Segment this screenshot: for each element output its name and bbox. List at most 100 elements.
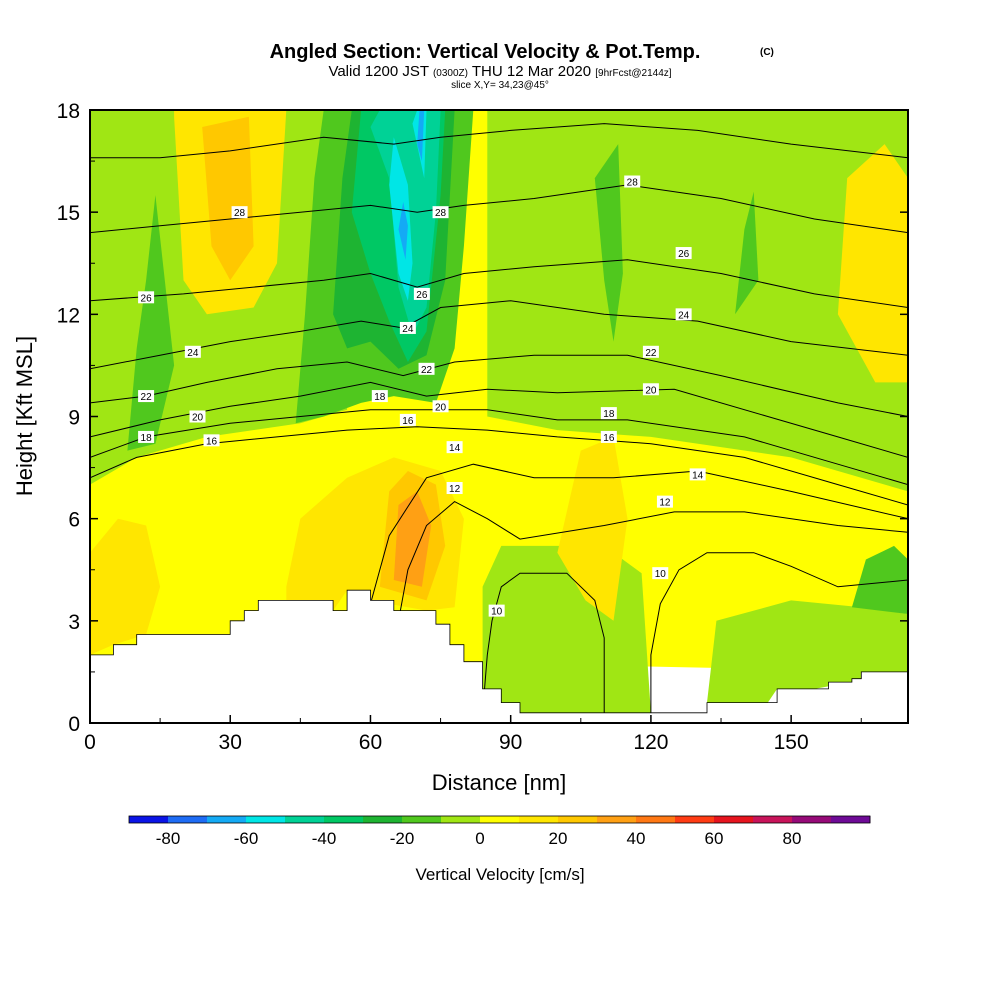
contour-label-text: 12 bbox=[659, 498, 671, 509]
velocity-region bbox=[417, 110, 425, 162]
velocity-region bbox=[837, 144, 908, 383]
vertical-velocity-shading bbox=[90, 110, 908, 713]
contour-label: 18 bbox=[600, 407, 617, 420]
colorbar-swatch bbox=[129, 816, 169, 823]
contour-label: 28 bbox=[231, 206, 248, 219]
terrain-fill bbox=[90, 589, 908, 723]
contour-label-text: 18 bbox=[141, 433, 153, 444]
contour-label-text: 24 bbox=[187, 348, 199, 359]
velocity-region bbox=[594, 144, 623, 342]
x-tick-label: 90 bbox=[499, 731, 522, 754]
theta-contour-26 bbox=[90, 259, 908, 308]
contour-label-text: 10 bbox=[655, 569, 667, 580]
valid-time-utc: (0300Z) bbox=[433, 68, 468, 79]
contour-label-text: 28 bbox=[234, 208, 246, 219]
velocity-region bbox=[851, 545, 908, 614]
contour-label-text: 16 bbox=[206, 436, 218, 447]
contour-label-text: 20 bbox=[192, 413, 204, 424]
contour-label-text: 14 bbox=[449, 443, 461, 454]
potential-temperature-contours bbox=[90, 123, 908, 713]
y-tick-label: 18 bbox=[57, 100, 80, 123]
y-axis-label: Height [Kft MSL] bbox=[12, 336, 37, 496]
contour-label-text: 26 bbox=[416, 290, 428, 301]
x-tick-label: 0 bbox=[84, 731, 96, 754]
contour-label: 10 bbox=[652, 567, 669, 580]
contour-label: 24 bbox=[184, 345, 201, 359]
colorbar-swatch bbox=[831, 816, 871, 823]
contour-label: 18 bbox=[138, 430, 155, 444]
colorbar-swatch bbox=[480, 816, 520, 823]
velocity-region bbox=[90, 518, 161, 655]
colorbar-frame bbox=[128, 815, 871, 824]
chart-subtitle: Valid 1200 JST (0300Z) THU 12 Mar 2020 [… bbox=[328, 63, 671, 80]
valid-date: THU 12 Mar 2020 bbox=[472, 63, 591, 80]
x-tick-label: 150 bbox=[774, 731, 809, 754]
theta-contour-18 bbox=[90, 409, 908, 486]
x-tick-label: 120 bbox=[633, 731, 668, 754]
x-tick-label: 30 bbox=[219, 731, 242, 754]
contour-label: 14 bbox=[446, 441, 463, 454]
contour-label: 26 bbox=[413, 287, 430, 301]
forecast-info: [9hrFcst@2144z] bbox=[595, 68, 672, 79]
velocity-region bbox=[393, 491, 432, 587]
colorbar-tick-label: -80 bbox=[156, 829, 181, 848]
colorbar-swatch bbox=[675, 816, 715, 823]
colorbar: -80 -60 -40 -20 0 20 40 60 80 bbox=[128, 815, 871, 848]
contour-label: 24 bbox=[675, 308, 692, 321]
colorbar-tick-label: -40 bbox=[312, 829, 337, 848]
x-axis: 0 30 60 90 120 150 bbox=[84, 715, 862, 754]
colorbar-tick-label: 80 bbox=[783, 829, 802, 848]
colorbar-swatch bbox=[246, 816, 286, 823]
colorbar-swatch bbox=[714, 816, 754, 823]
contour-label: 26 bbox=[675, 247, 692, 260]
contour-label-text: 12 bbox=[449, 484, 461, 495]
contour-label: 22 bbox=[418, 362, 435, 376]
colorbar-swatch bbox=[402, 816, 442, 823]
contour-label-text: 22 bbox=[141, 392, 153, 403]
contour-label-text: 18 bbox=[374, 392, 386, 403]
contour-label-text: 18 bbox=[603, 409, 615, 420]
chart-title: Angled Section: Vertical Velocity & Pot.… bbox=[270, 41, 701, 63]
y-axis: 0 3 6 9 12 15 18 bbox=[57, 100, 908, 736]
colorbar-swatch bbox=[363, 816, 403, 823]
copyright-mark: (C) bbox=[760, 47, 774, 58]
contour-label-text: 26 bbox=[678, 249, 690, 260]
valid-time-jst: Valid 1200 JST bbox=[328, 63, 428, 80]
contour-label-text: 16 bbox=[402, 416, 414, 427]
theta-contour-10 bbox=[482, 572, 605, 713]
contour-label-text: 20 bbox=[435, 402, 447, 413]
contour-label: 20 bbox=[642, 383, 659, 396]
contour-label-text: 28 bbox=[627, 178, 639, 189]
colorbar-tick-label: 20 bbox=[549, 829, 568, 848]
colorbar-tick-label: -60 bbox=[234, 829, 259, 848]
colorbar-swatch bbox=[792, 816, 832, 823]
velocity-region bbox=[707, 600, 908, 703]
contour-label: 16 bbox=[203, 434, 220, 447]
contour-label: 20 bbox=[432, 400, 449, 413]
contour-label: 26 bbox=[138, 291, 155, 304]
colorbar-swatch bbox=[636, 816, 676, 823]
x-axis-label: Distance [nm] bbox=[432, 770, 567, 795]
theta-contour-30 bbox=[90, 123, 908, 159]
colorbar-tick-label: 40 bbox=[627, 829, 646, 848]
colorbar-swatch bbox=[597, 816, 637, 823]
theta-contour-14 bbox=[370, 463, 908, 604]
contour-label-text: 14 bbox=[692, 470, 704, 481]
y-tick-label: 0 bbox=[68, 713, 80, 736]
velocity-region bbox=[487, 110, 908, 492]
x-tick-label: 60 bbox=[359, 731, 382, 754]
contour-label: 10 bbox=[488, 604, 505, 618]
y-tick-label: 3 bbox=[68, 611, 80, 634]
contour-label-text: 20 bbox=[645, 385, 657, 396]
contour-label-text: 10 bbox=[491, 607, 503, 618]
y-tick-label: 15 bbox=[57, 202, 80, 225]
contour-label: 14 bbox=[689, 468, 706, 481]
colorbar-tick-label: 60 bbox=[705, 829, 724, 848]
velocity-region bbox=[202, 116, 254, 281]
colorbar-swatch bbox=[207, 816, 247, 823]
theta-contour-10 bbox=[650, 552, 908, 713]
colorbar-swatch bbox=[324, 816, 364, 823]
contour-label: 22 bbox=[642, 345, 659, 359]
contour-label-text: 24 bbox=[678, 310, 690, 321]
